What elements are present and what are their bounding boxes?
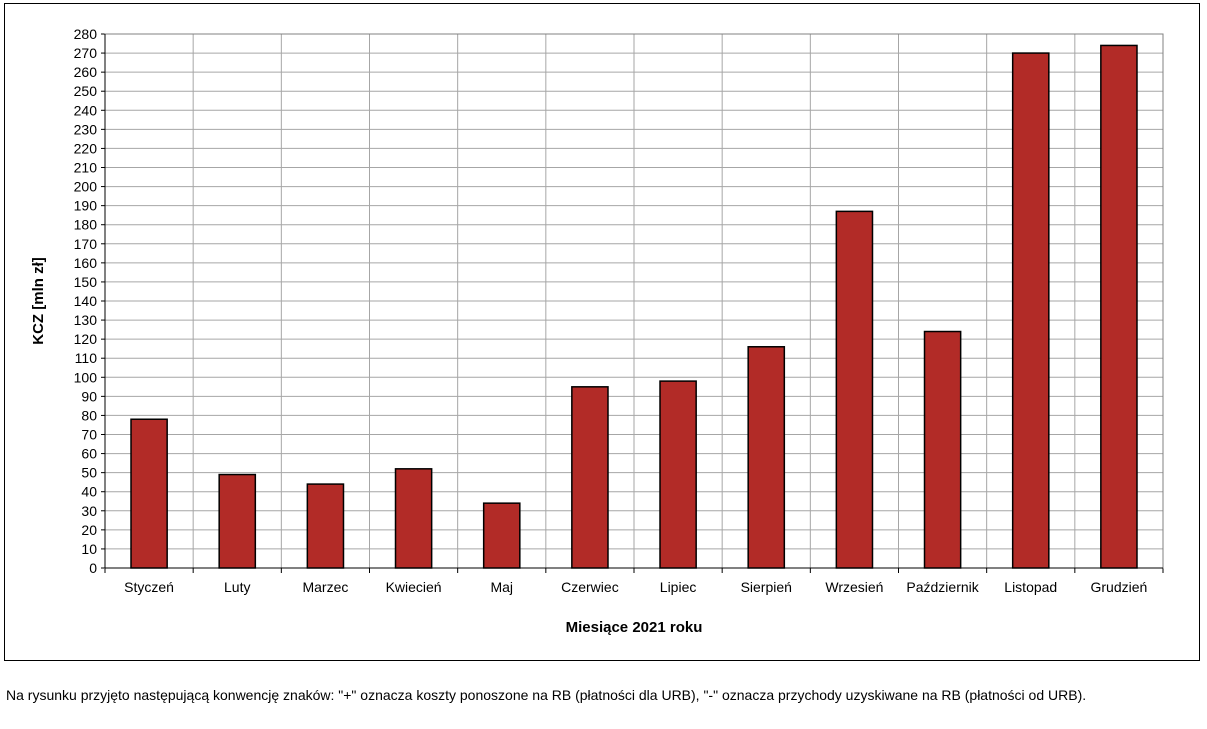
bar-10 bbox=[923, 330, 962, 569]
bar-6 bbox=[571, 386, 609, 569]
y-tick-label: 110 bbox=[75, 350, 98, 366]
y-tick-label: 60 bbox=[81, 446, 97, 462]
bar-8 bbox=[747, 346, 786, 569]
y-tick-label: 250 bbox=[74, 83, 98, 99]
y-tick-label: 140 bbox=[74, 293, 98, 309]
bar-3 bbox=[306, 483, 345, 569]
bar-9 bbox=[835, 210, 874, 569]
y-tick-label: 210 bbox=[74, 160, 98, 176]
y-axis-title: KCZ [mln zł] bbox=[30, 257, 47, 345]
y-tick-label: 190 bbox=[74, 198, 98, 214]
bar-5 bbox=[482, 502, 521, 569]
x-tick-label: Styczeń bbox=[124, 579, 174, 595]
x-tick-label: Grudzień bbox=[1091, 579, 1148, 595]
y-tick-label: 270 bbox=[74, 45, 98, 61]
y-tick-label: 0 bbox=[89, 560, 97, 576]
y-tick-label: 280 bbox=[74, 26, 98, 42]
y-tick-label: 220 bbox=[74, 140, 98, 156]
y-tick-label: 90 bbox=[81, 388, 97, 404]
y-tick-label: 70 bbox=[81, 427, 97, 443]
x-tick-label: Czerwiec bbox=[561, 579, 619, 595]
y-tick-label: 80 bbox=[81, 407, 97, 423]
bar-1 bbox=[130, 418, 168, 569]
x-tick-label: Marzec bbox=[302, 579, 348, 595]
x-tick-label: Sierpień bbox=[741, 579, 792, 595]
sign-convention-note: Na rysunku przyjęto następującą konwencj… bbox=[6, 687, 1087, 703]
x-tick-label: Lipiec bbox=[660, 579, 697, 595]
x-tick-label: Wrzesień bbox=[825, 579, 883, 595]
y-tick-label: 260 bbox=[74, 64, 98, 80]
y-tick-label: 40 bbox=[81, 484, 97, 500]
y-tick-label: 170 bbox=[74, 236, 98, 252]
bar-chart: 0 10 20 30 40 50 60 70 80 90 100 110 120 130 140 150 160… bbox=[30, 26, 1164, 636]
y-tick-label: 120 bbox=[74, 331, 98, 347]
y-tick-label: 50 bbox=[81, 465, 97, 481]
y-tick-label: 150 bbox=[74, 274, 98, 290]
bar-2 bbox=[218, 473, 257, 569]
y-tick-label: 20 bbox=[81, 522, 97, 538]
y-tick-label: 30 bbox=[81, 503, 97, 519]
y-tick-label: 230 bbox=[74, 121, 98, 137]
x-tick-label: Listopad bbox=[1004, 579, 1057, 595]
x-tick-label: Październik bbox=[906, 579, 979, 595]
y-tick-label: 100 bbox=[74, 369, 98, 385]
y-tick-label: 130 bbox=[74, 312, 98, 328]
bar-11 bbox=[1011, 52, 1050, 569]
x-tick-label: Luty bbox=[224, 579, 250, 595]
bar-4 bbox=[394, 468, 433, 569]
bar-7 bbox=[659, 380, 697, 569]
y-tick-label: 10 bbox=[81, 541, 97, 557]
x-axis-title: Miesiące 2021 roku bbox=[566, 619, 703, 636]
y-tick-label: 200 bbox=[74, 179, 98, 195]
x-tick-label: Maj bbox=[490, 579, 513, 595]
y-tick-label: 160 bbox=[74, 255, 98, 271]
y-tick-label: 180 bbox=[74, 217, 98, 233]
bar-12 bbox=[1100, 44, 1138, 569]
x-tick-label: Kwiecień bbox=[386, 579, 442, 595]
y-tick-label: 240 bbox=[74, 102, 98, 118]
chart-frame: 0 10 20 30 40 50 60 70 80 90 100 110 120 130 140 150 160… bbox=[4, 3, 1200, 661]
